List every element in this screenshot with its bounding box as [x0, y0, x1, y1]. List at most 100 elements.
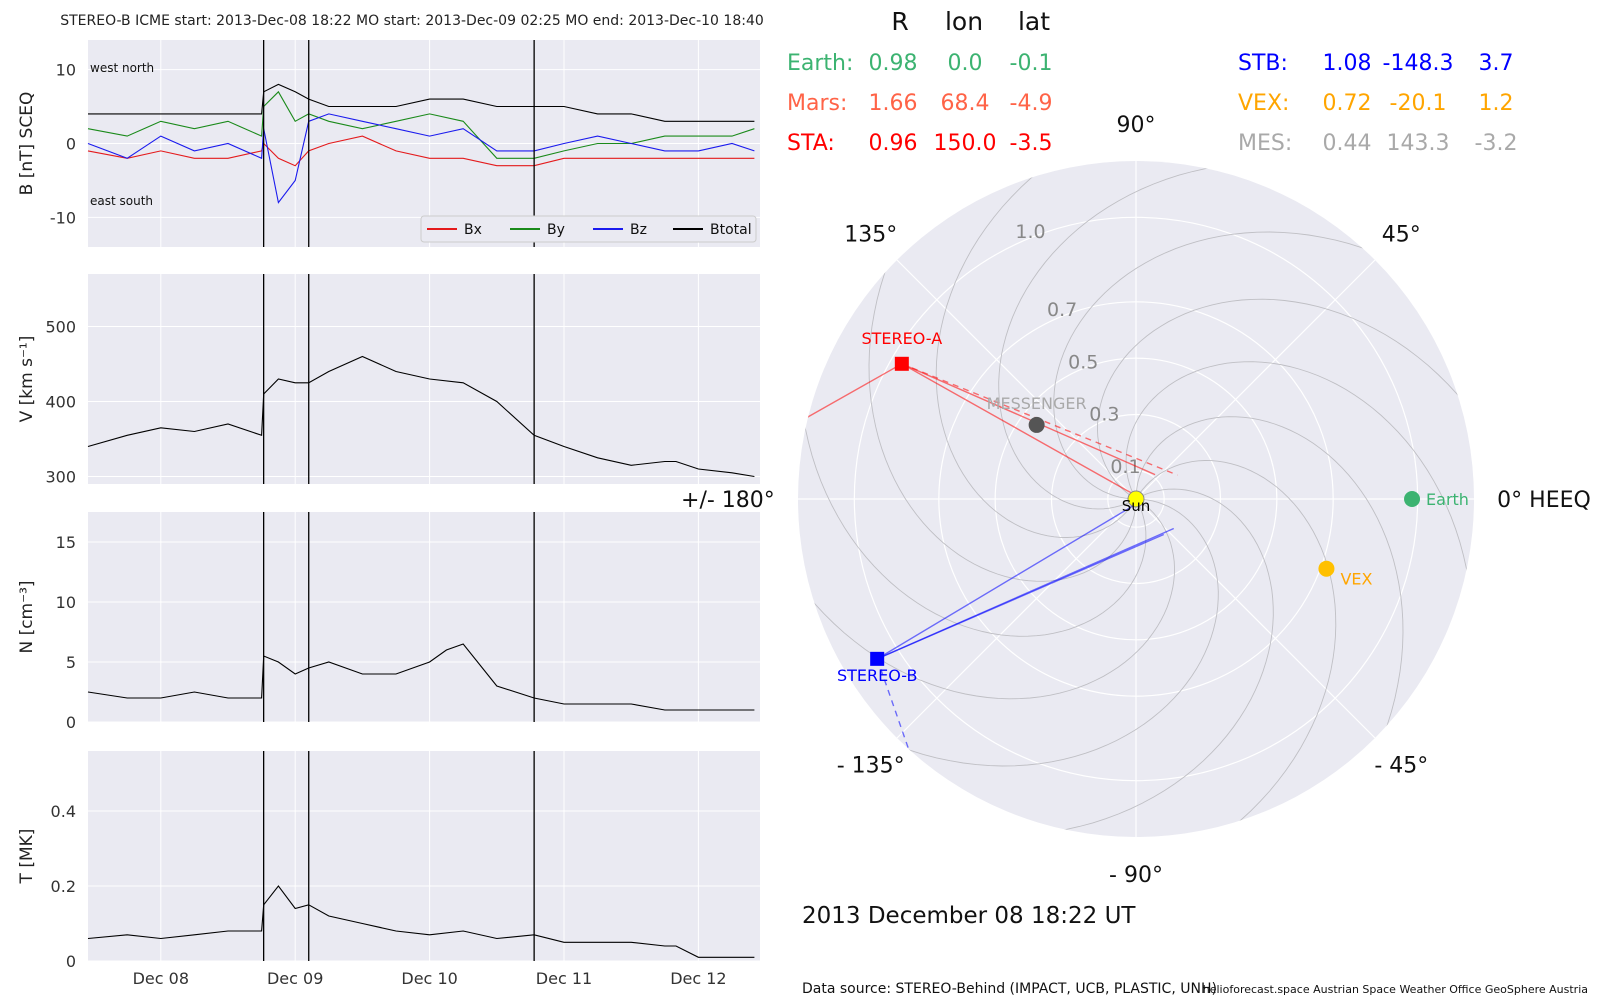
series-line-Btotal [88, 83, 755, 122]
connection-line [876, 500, 1142, 660]
radial-tick-label: 0.3 [1089, 404, 1119, 426]
y-axis-label: N [cm⁻³] [17, 580, 37, 653]
y-tick-label: 0 [66, 135, 76, 154]
connection-line [798, 363, 903, 437]
angle-label: +/- 180° [681, 488, 775, 513]
table-right-cell: 3.7 [1479, 51, 1514, 76]
y-tick-label: 500 [45, 318, 76, 337]
angle-label: 135° [844, 223, 897, 248]
table-left-cell: 150.0 [934, 131, 997, 156]
angle-label: 0° HEEQ [1497, 488, 1591, 513]
angle-label: 90° [1117, 113, 1156, 138]
header-text: STEREO-B ICME start: 2013-Dec-08 18:22 M… [60, 13, 764, 29]
y-tick-label: 0 [66, 713, 76, 732]
table-header: lon [945, 7, 983, 36]
parker-spiral [998, 163, 1235, 510]
x-tick-label: Dec 10 [401, 969, 457, 988]
table-left-cell: Earth: [787, 51, 853, 76]
y-axis-label: T [MK] [17, 829, 37, 885]
x-tick-label: Dec 09 [267, 969, 323, 988]
y-tick-label: 10 [56, 61, 76, 80]
x-tick-label: Dec 12 [670, 969, 726, 988]
series-line-temperature [87, 885, 755, 958]
body-marker-Sun [1127, 490, 1145, 508]
panel-temperature: 0.4 0.2 0 T [MK] [17, 751, 760, 971]
connection-line [901, 363, 1142, 500]
table-left-cell: Mars: [787, 91, 847, 116]
panel-density: 15 10 5 0 N [cm⁻³] [17, 512, 760, 732]
legend-label-Bz: Bz [630, 222, 647, 238]
connection-line [901, 363, 1156, 476]
parker-spiral [1097, 298, 1474, 500]
polar-plot: 0.1 0.3 0.5 0.7 1.0 0° HEEQ 45° 90° 135° +/- 180°… [681, 113, 1591, 888]
body-label-VEX: VEX [1340, 570, 1372, 589]
table-left-cell: 1.66 [869, 91, 918, 116]
body-label-Earth: Earth [1426, 490, 1469, 509]
table-right-cell: 0.44 [1323, 131, 1372, 156]
polar-timestamp: 2013 December 08 18:22 UT [802, 903, 1136, 929]
footer-source: Data source: STEREO-Behind (IMPACT, UCB,… [802, 981, 1217, 997]
angle-label: - 45° [1374, 753, 1428, 778]
radial-tick-label: 0.5 [1068, 351, 1098, 373]
x-tick-label: Dec 11 [536, 969, 592, 988]
legend-label-Btotal: Btotal [710, 222, 752, 238]
body-marker-Earth [1404, 491, 1421, 507]
connection-line [876, 533, 1165, 660]
table-left-cell: 0.96 [869, 131, 918, 156]
y-axis-label: V [km s⁻¹] [17, 336, 37, 423]
table-right-cell: -20.1 [1390, 91, 1447, 116]
parker-spiral [1053, 231, 1390, 500]
y-tick-label: 0.4 [51, 802, 76, 821]
panel-background [88, 274, 760, 484]
angular-grid [1135, 259, 1376, 500]
table-left-cell: 0.98 [869, 51, 918, 76]
panel-speed: 500 400 300 V [km s⁻¹] [17, 274, 760, 487]
angular-grid [1135, 498, 1376, 739]
parker-spiral [798, 498, 1175, 700]
corner-label-top: west north [90, 61, 154, 75]
angle-label: - 135° [837, 753, 905, 778]
y-tick-label: 0 [66, 952, 76, 971]
parker-spiral [882, 498, 1219, 767]
x-tick-label: Dec 08 [133, 969, 189, 988]
table-left-cell: 0.0 [948, 51, 983, 76]
y-tick-label: 400 [45, 393, 76, 412]
table-right-cell: 143.3 [1387, 131, 1450, 156]
y-tick-label: 10 [56, 593, 76, 612]
corner-label-bottom: east south [90, 194, 153, 208]
y-axis-label: B [nT] SCEQ [17, 92, 37, 196]
table-left-cell: 68.4 [941, 91, 990, 116]
body-marker-MESSENGER [1028, 416, 1045, 433]
body-marker-STEREO-B [870, 651, 885, 666]
series-line-density [87, 643, 755, 711]
panel-background [88, 751, 760, 961]
radial-tick-label: 0.7 [1047, 299, 1077, 321]
body-label-Sun: Sun [1122, 497, 1151, 515]
series-line-Bx [87, 135, 755, 167]
body-marker-STEREO-A [894, 356, 909, 371]
table-right-cell: 1.2 [1479, 91, 1514, 116]
parker-spiral [1037, 488, 1274, 835]
legend: Bx By Bz Btotal [420, 215, 757, 243]
table-left-cell: STA: [787, 131, 835, 156]
angle-label: 45° [1382, 223, 1421, 248]
angle-label: - 90° [1109, 863, 1163, 888]
table-left-cell: -4.9 [1010, 91, 1053, 116]
table-right-cell: MES: [1238, 131, 1292, 156]
body-marker-VEX [1318, 560, 1335, 577]
parker-spiral [1125, 361, 1472, 598]
parker-spiral [800, 400, 1147, 637]
y-tick-label: -10 [50, 208, 76, 227]
table-right-cell: -148.3 [1383, 51, 1454, 76]
table-right-cell: 0.72 [1323, 91, 1372, 116]
angular-grid [896, 498, 1137, 739]
y-tick-label: 15 [56, 533, 76, 552]
footer-credits: helioforecast.space Austrian Space Weath… [1203, 983, 1588, 996]
parker-spiral [935, 161, 1137, 538]
y-tick-label: 5 [66, 653, 76, 672]
body-label-MESSENGER: MESSENGER [987, 394, 1087, 413]
series-line-Bz [87, 113, 755, 204]
